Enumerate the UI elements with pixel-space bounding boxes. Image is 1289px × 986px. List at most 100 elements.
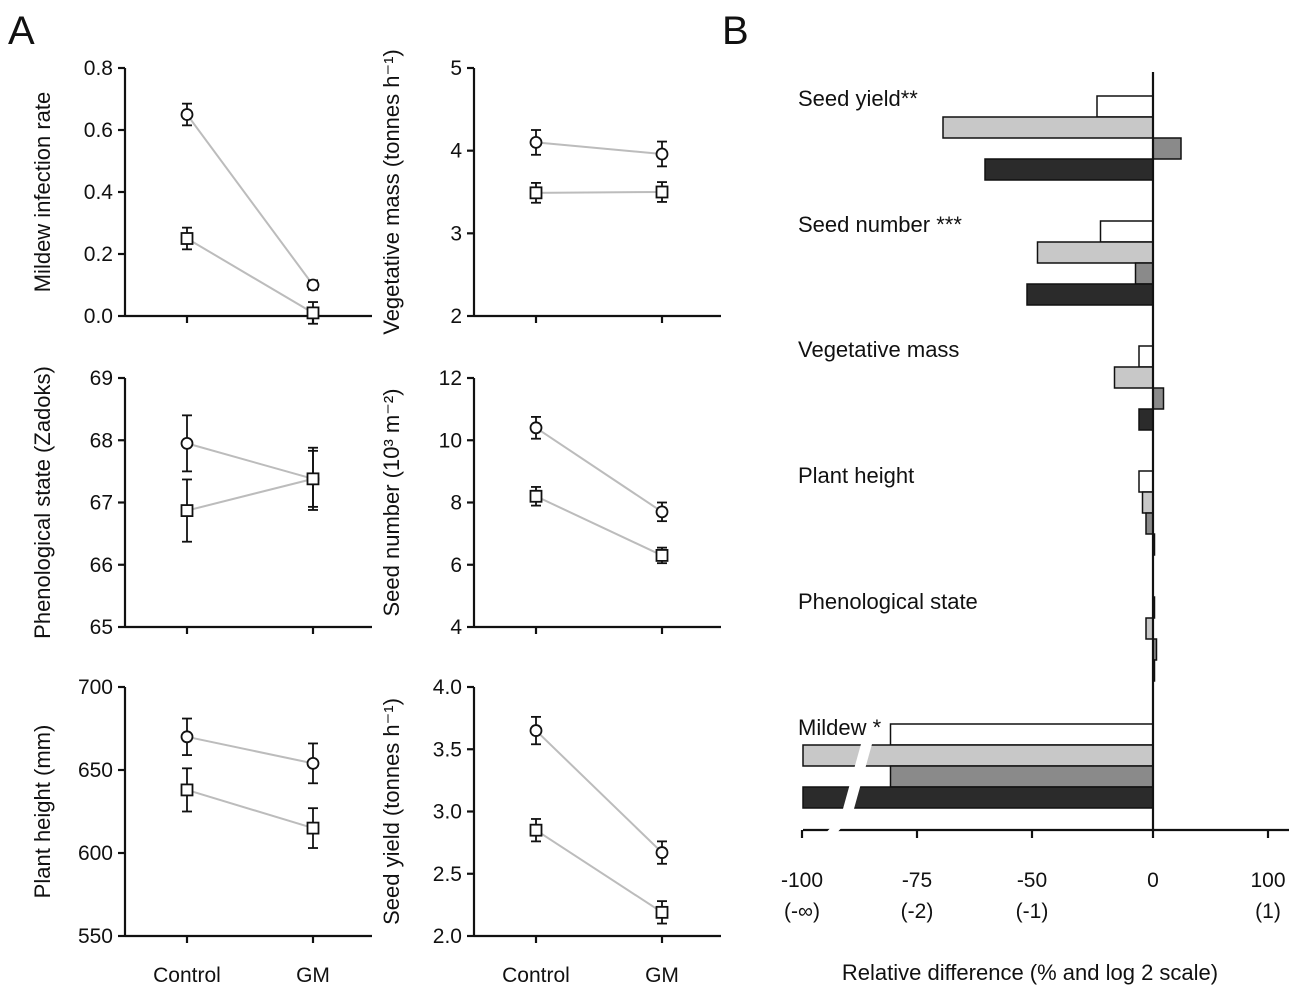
square-marker bbox=[529, 489, 543, 503]
bar bbox=[1138, 408, 1154, 431]
y-tick-label: 0.0 bbox=[84, 305, 113, 328]
square-marker bbox=[306, 821, 320, 835]
axis-break-gap bbox=[836, 744, 872, 834]
y-axis-label: Seed yield (tonnes h⁻¹) bbox=[379, 698, 404, 925]
y-tick-label: 68 bbox=[90, 429, 113, 452]
y-tick-label: 3.0 bbox=[433, 801, 462, 824]
circle-marker bbox=[655, 147, 669, 161]
square-marker bbox=[306, 472, 320, 486]
bar bbox=[1134, 262, 1154, 285]
y-tick-label: 0.6 bbox=[84, 119, 113, 142]
y-tick-label: 3.5 bbox=[433, 738, 462, 761]
series-connector bbox=[186, 442, 314, 480]
y-tick-label: 8 bbox=[450, 492, 462, 515]
bar-group-label: Phenological state bbox=[798, 589, 978, 614]
x-tick-label: 0 bbox=[1147, 869, 1159, 892]
bar bbox=[1099, 220, 1154, 243]
bar bbox=[889, 723, 1154, 746]
circle-marker bbox=[529, 135, 543, 149]
series-connector bbox=[186, 237, 314, 314]
square-marker bbox=[180, 232, 194, 245]
square-marker bbox=[529, 823, 543, 837]
circle-marker bbox=[306, 756, 320, 770]
x-tick-label: Control bbox=[502, 964, 570, 986]
x-axis-label: Relative difference (% and log 2 scale) bbox=[842, 960, 1218, 985]
bar bbox=[1152, 387, 1165, 410]
series-connector bbox=[535, 141, 663, 155]
y-tick-label: 2.5 bbox=[433, 863, 462, 886]
subplot-6: 2.0 2.5 3.0 3.5 4.0 Control GM Seed yield (tonn… bbox=[379, 676, 721, 986]
circle-marker bbox=[529, 421, 543, 435]
x-tick-label: -75 bbox=[902, 869, 932, 892]
x-tick-sublabel: (-∞) bbox=[784, 900, 820, 923]
subplot-4: 4 6 8 10 12 Seed number (10³ m⁻²) bbox=[379, 367, 721, 639]
bar bbox=[889, 765, 1154, 788]
series-connector bbox=[535, 191, 663, 194]
y-tick-label: 5 bbox=[450, 57, 462, 80]
y-tick-label: 3 bbox=[450, 222, 462, 245]
y-axis-label: Phenological state (Zadoks) bbox=[30, 366, 55, 639]
y-tick-label: 10 bbox=[439, 429, 462, 452]
bar-group-5: Phenological state bbox=[798, 589, 1158, 682]
circle-marker bbox=[655, 505, 669, 519]
series-connector bbox=[535, 829, 663, 914]
bar-group-label: Vegetative mass bbox=[798, 337, 959, 362]
panel-b-letter: B bbox=[722, 9, 749, 53]
series-connector bbox=[186, 477, 314, 512]
square-marker bbox=[655, 549, 669, 562]
bar bbox=[1138, 345, 1154, 368]
axis-break-gap-line bbox=[823, 824, 845, 836]
axis-break bbox=[836, 744, 872, 834]
y-tick-label: 2.0 bbox=[433, 925, 462, 948]
series-connector bbox=[535, 495, 663, 557]
y-axis-label: Mildew infection rate bbox=[30, 92, 55, 293]
series-connector bbox=[535, 426, 663, 513]
circle-marker bbox=[529, 724, 543, 737]
series-connector bbox=[186, 735, 314, 765]
bar bbox=[1141, 491, 1154, 514]
y-axis-label: Seed number (10³ m⁻²) bbox=[379, 388, 404, 616]
subplot-5: 550 600 650 700 Control GM Plant height (mm) bbox=[30, 676, 372, 986]
circle-marker bbox=[655, 846, 669, 859]
y-tick-label: 4 bbox=[450, 616, 462, 639]
y-tick-label: 4 bbox=[450, 140, 462, 163]
square-marker bbox=[180, 783, 194, 797]
bar bbox=[1026, 283, 1154, 306]
y-tick-label: 0.4 bbox=[84, 181, 114, 204]
y-tick-label: 600 bbox=[78, 842, 113, 865]
series-connector bbox=[186, 113, 314, 286]
series-connector bbox=[186, 788, 314, 830]
panel-a: 0.0 0.2 0.4 0.6 0.8 Mildew infection rate 2 3 4 5… bbox=[30, 49, 721, 986]
x-tick-label: -50 bbox=[1017, 869, 1047, 892]
y-tick-label: 2 bbox=[450, 305, 462, 328]
subplot-2: 2 3 4 5 Vegetative mass (tonnes h⁻¹) bbox=[379, 49, 721, 335]
y-axis-label: Plant height (mm) bbox=[30, 725, 55, 899]
square-marker bbox=[655, 905, 669, 919]
x-tick-label: GM bbox=[645, 964, 679, 986]
bar bbox=[1113, 366, 1154, 389]
x-tick-label: GM bbox=[296, 964, 330, 986]
y-tick-label: 65 bbox=[90, 616, 113, 639]
subplot-3: 65 66 67 68 69 Phenological state (Zadoks) bbox=[30, 366, 372, 639]
x-tick-label: -100 bbox=[781, 869, 823, 892]
bar-group-label: Seed yield** bbox=[798, 86, 918, 111]
y-tick-label: 550 bbox=[78, 925, 113, 948]
bar-group-label: Mildew * bbox=[798, 715, 882, 740]
y-tick-label: 12 bbox=[439, 367, 462, 390]
x-tick-sublabel: (-1) bbox=[1016, 900, 1049, 923]
bar bbox=[1096, 95, 1154, 118]
circle-marker bbox=[306, 278, 320, 292]
y-tick-label: 67 bbox=[90, 492, 113, 515]
panel-a-letter: A bbox=[8, 9, 35, 53]
series-connector bbox=[535, 729, 663, 854]
square-marker bbox=[655, 185, 669, 199]
y-tick-label: 69 bbox=[90, 367, 113, 390]
y-tick-label: 0.8 bbox=[84, 57, 113, 80]
panel-b: Seed yield** Seed number *** Vegetative ma… bbox=[781, 72, 1289, 985]
y-tick-label: 66 bbox=[90, 554, 113, 577]
y-axis-label: Vegetative mass (tonnes h⁻¹) bbox=[379, 49, 404, 335]
circle-marker bbox=[180, 436, 194, 450]
bar bbox=[1036, 241, 1154, 264]
x-tick-sublabel: (-2) bbox=[901, 900, 934, 923]
circle-marker bbox=[180, 108, 194, 121]
